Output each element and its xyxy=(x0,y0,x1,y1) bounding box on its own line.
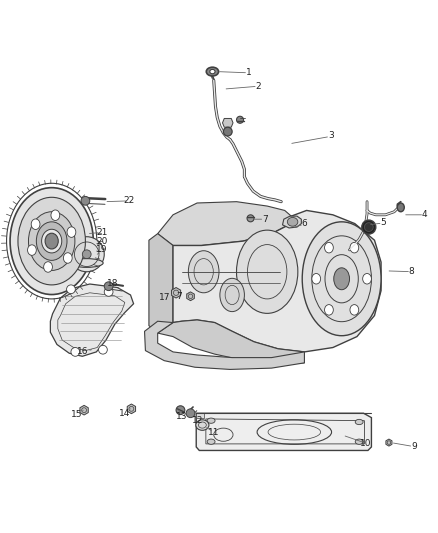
Ellipse shape xyxy=(70,259,103,268)
Text: 20: 20 xyxy=(96,237,107,246)
Polygon shape xyxy=(223,118,233,127)
Ellipse shape xyxy=(10,188,93,295)
Ellipse shape xyxy=(69,237,104,272)
Polygon shape xyxy=(196,413,204,418)
Text: 3: 3 xyxy=(328,132,334,141)
Polygon shape xyxy=(149,233,173,333)
Ellipse shape xyxy=(104,287,113,296)
Text: 21: 21 xyxy=(96,228,107,237)
Ellipse shape xyxy=(355,419,363,425)
Ellipse shape xyxy=(28,245,36,255)
Ellipse shape xyxy=(223,127,232,136)
Text: 8: 8 xyxy=(409,267,415,276)
Ellipse shape xyxy=(18,197,85,285)
Text: 16: 16 xyxy=(77,348,88,357)
Polygon shape xyxy=(50,284,134,356)
Ellipse shape xyxy=(31,219,40,230)
Ellipse shape xyxy=(67,285,75,294)
Polygon shape xyxy=(173,211,381,352)
Ellipse shape xyxy=(196,420,209,430)
Text: 9: 9 xyxy=(411,442,417,451)
Polygon shape xyxy=(283,216,301,228)
Ellipse shape xyxy=(312,273,321,284)
Ellipse shape xyxy=(397,203,404,212)
Ellipse shape xyxy=(176,406,185,415)
Ellipse shape xyxy=(362,220,376,234)
Text: 1: 1 xyxy=(246,68,252,77)
Ellipse shape xyxy=(364,223,373,231)
Polygon shape xyxy=(187,292,194,301)
Ellipse shape xyxy=(42,229,62,253)
Ellipse shape xyxy=(325,243,333,253)
Ellipse shape xyxy=(355,439,363,445)
Ellipse shape xyxy=(237,116,244,123)
Ellipse shape xyxy=(210,69,215,74)
Text: 13: 13 xyxy=(176,412,187,421)
Text: 15: 15 xyxy=(71,410,82,419)
Polygon shape xyxy=(145,321,304,369)
Ellipse shape xyxy=(99,345,107,354)
Text: 2: 2 xyxy=(256,82,261,91)
Text: 10: 10 xyxy=(360,439,371,448)
Ellipse shape xyxy=(104,282,113,290)
Polygon shape xyxy=(172,287,180,298)
Ellipse shape xyxy=(82,250,91,259)
Ellipse shape xyxy=(220,278,244,312)
Text: 17: 17 xyxy=(159,293,170,302)
Polygon shape xyxy=(158,320,304,364)
Ellipse shape xyxy=(334,268,350,290)
Ellipse shape xyxy=(67,227,76,237)
Text: 7: 7 xyxy=(262,215,268,224)
Text: 11: 11 xyxy=(208,429,219,438)
Polygon shape xyxy=(158,201,291,246)
Text: 4: 4 xyxy=(422,211,427,219)
Polygon shape xyxy=(127,404,136,414)
Ellipse shape xyxy=(207,418,215,423)
Ellipse shape xyxy=(325,305,333,315)
Ellipse shape xyxy=(287,217,298,226)
Text: 14: 14 xyxy=(119,409,131,418)
Ellipse shape xyxy=(206,67,219,76)
Ellipse shape xyxy=(363,273,371,284)
Ellipse shape xyxy=(302,222,381,336)
Polygon shape xyxy=(196,413,371,450)
Ellipse shape xyxy=(350,305,359,315)
Ellipse shape xyxy=(247,215,254,222)
Text: 22: 22 xyxy=(124,196,135,205)
Ellipse shape xyxy=(51,210,60,221)
Ellipse shape xyxy=(71,348,80,356)
Ellipse shape xyxy=(28,212,75,270)
Ellipse shape xyxy=(186,409,195,418)
Polygon shape xyxy=(80,405,88,415)
Ellipse shape xyxy=(237,230,298,313)
Text: 7: 7 xyxy=(177,292,183,301)
Text: 5: 5 xyxy=(380,218,386,227)
Ellipse shape xyxy=(44,262,53,272)
Ellipse shape xyxy=(64,253,72,263)
Ellipse shape xyxy=(36,222,67,260)
Text: 18: 18 xyxy=(107,279,119,288)
Ellipse shape xyxy=(350,243,359,253)
Text: 12: 12 xyxy=(192,416,204,425)
Ellipse shape xyxy=(81,197,90,205)
Ellipse shape xyxy=(188,251,219,293)
Ellipse shape xyxy=(207,439,215,445)
Ellipse shape xyxy=(45,233,58,249)
Text: 6: 6 xyxy=(301,219,307,228)
Text: 19: 19 xyxy=(96,245,107,254)
Polygon shape xyxy=(386,439,392,446)
